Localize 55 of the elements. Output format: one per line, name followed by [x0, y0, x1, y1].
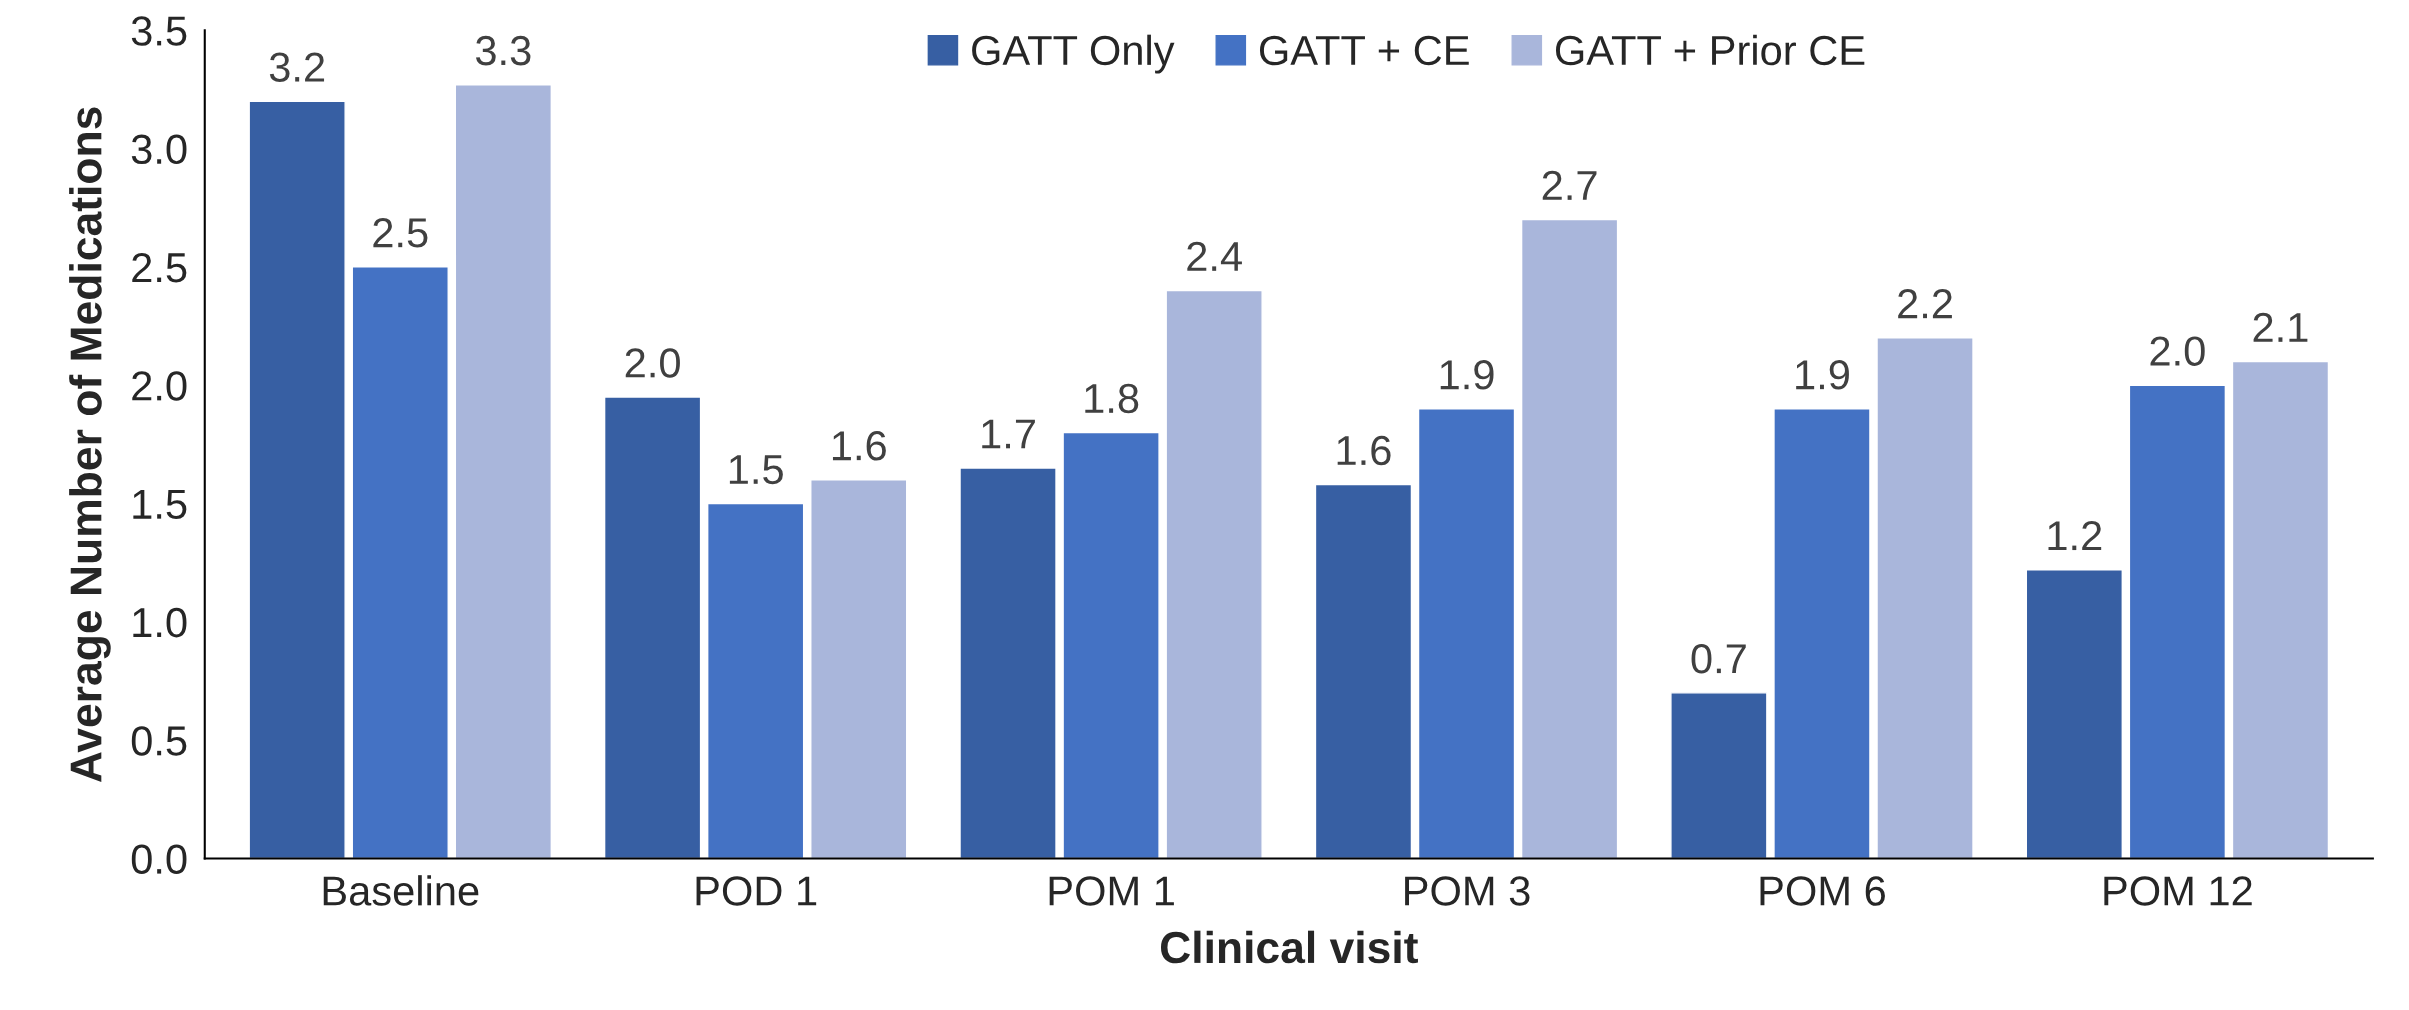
x-axis-title: Clinical visit — [1160, 930, 1418, 964]
x-tick-label: POM 3 — [1405, 876, 1530, 906]
text: 2.0 — [132, 371, 187, 401]
bar — [2128, 384, 2227, 859]
data-label: 2.7 — [1542, 170, 1597, 200]
bar — [1165, 289, 1263, 859]
bar — [810, 479, 908, 859]
bar — [454, 84, 553, 859]
data-label: 2.5 — [373, 218, 428, 248]
text: 0.0 — [131, 844, 187, 875]
bar — [1773, 408, 1871, 859]
data-label: 2.4 — [1187, 241, 1242, 271]
bar — [351, 266, 449, 859]
legend-label: GATT + Prior CE — [1555, 34, 1865, 66]
data-label: 1.6 — [1337, 435, 1391, 466]
text: 0.5 — [131, 726, 187, 756]
text: 3.0 — [131, 134, 187, 165]
text: 1.5 — [133, 489, 187, 520]
bar — [1062, 431, 1160, 859]
bar — [2231, 360, 2330, 859]
bar — [1520, 218, 1619, 859]
data-label: 2.0 — [625, 348, 680, 378]
bar — [2025, 569, 2123, 859]
bar — [1314, 483, 1413, 859]
x-tick-label: Baseline — [323, 875, 479, 906]
data-label: 2.1 — [2253, 312, 2308, 342]
data-label: 3.3 — [475, 35, 531, 66]
data-label: 1.6 — [832, 431, 886, 461]
x-tick-label: POD 1 — [696, 876, 817, 906]
bar — [1876, 337, 1974, 859]
data-label: 2.2 — [1898, 289, 1952, 319]
text: 2.5 — [132, 252, 187, 283]
data-label: 1.8 — [1085, 383, 1139, 414]
legend-label: GATT Only — [972, 34, 1175, 74]
bar — [603, 396, 702, 859]
text: 1.0 — [133, 607, 187, 638]
y-axis-title: Average Number of Medications — [69, 107, 111, 783]
data-label: 3.2 — [269, 52, 325, 82]
bar — [1417, 408, 1516, 859]
legend-label: GATT + CE — [1259, 35, 1469, 66]
data-label: 2.0 — [2150, 336, 2205, 366]
data-label: 1.7 — [982, 419, 1035, 449]
x-tick-label: POM 6 — [1760, 876, 1885, 906]
data-label: 1.5 — [729, 455, 783, 485]
bar — [1670, 692, 1768, 859]
text: 3.5 — [131, 16, 187, 46]
x-tick-label: POM 12 — [2104, 876, 2252, 906]
bar — [706, 502, 805, 859]
data-label: 1.9 — [1796, 360, 1849, 390]
bar — [248, 100, 346, 859]
data-label: 0.7 — [1691, 644, 1746, 674]
bar — [959, 467, 1057, 859]
x-tick-label: POM 1 — [1049, 876, 1174, 906]
data-label: 1.2 — [2048, 520, 2102, 551]
data-label: 1.9 — [1440, 360, 1494, 390]
